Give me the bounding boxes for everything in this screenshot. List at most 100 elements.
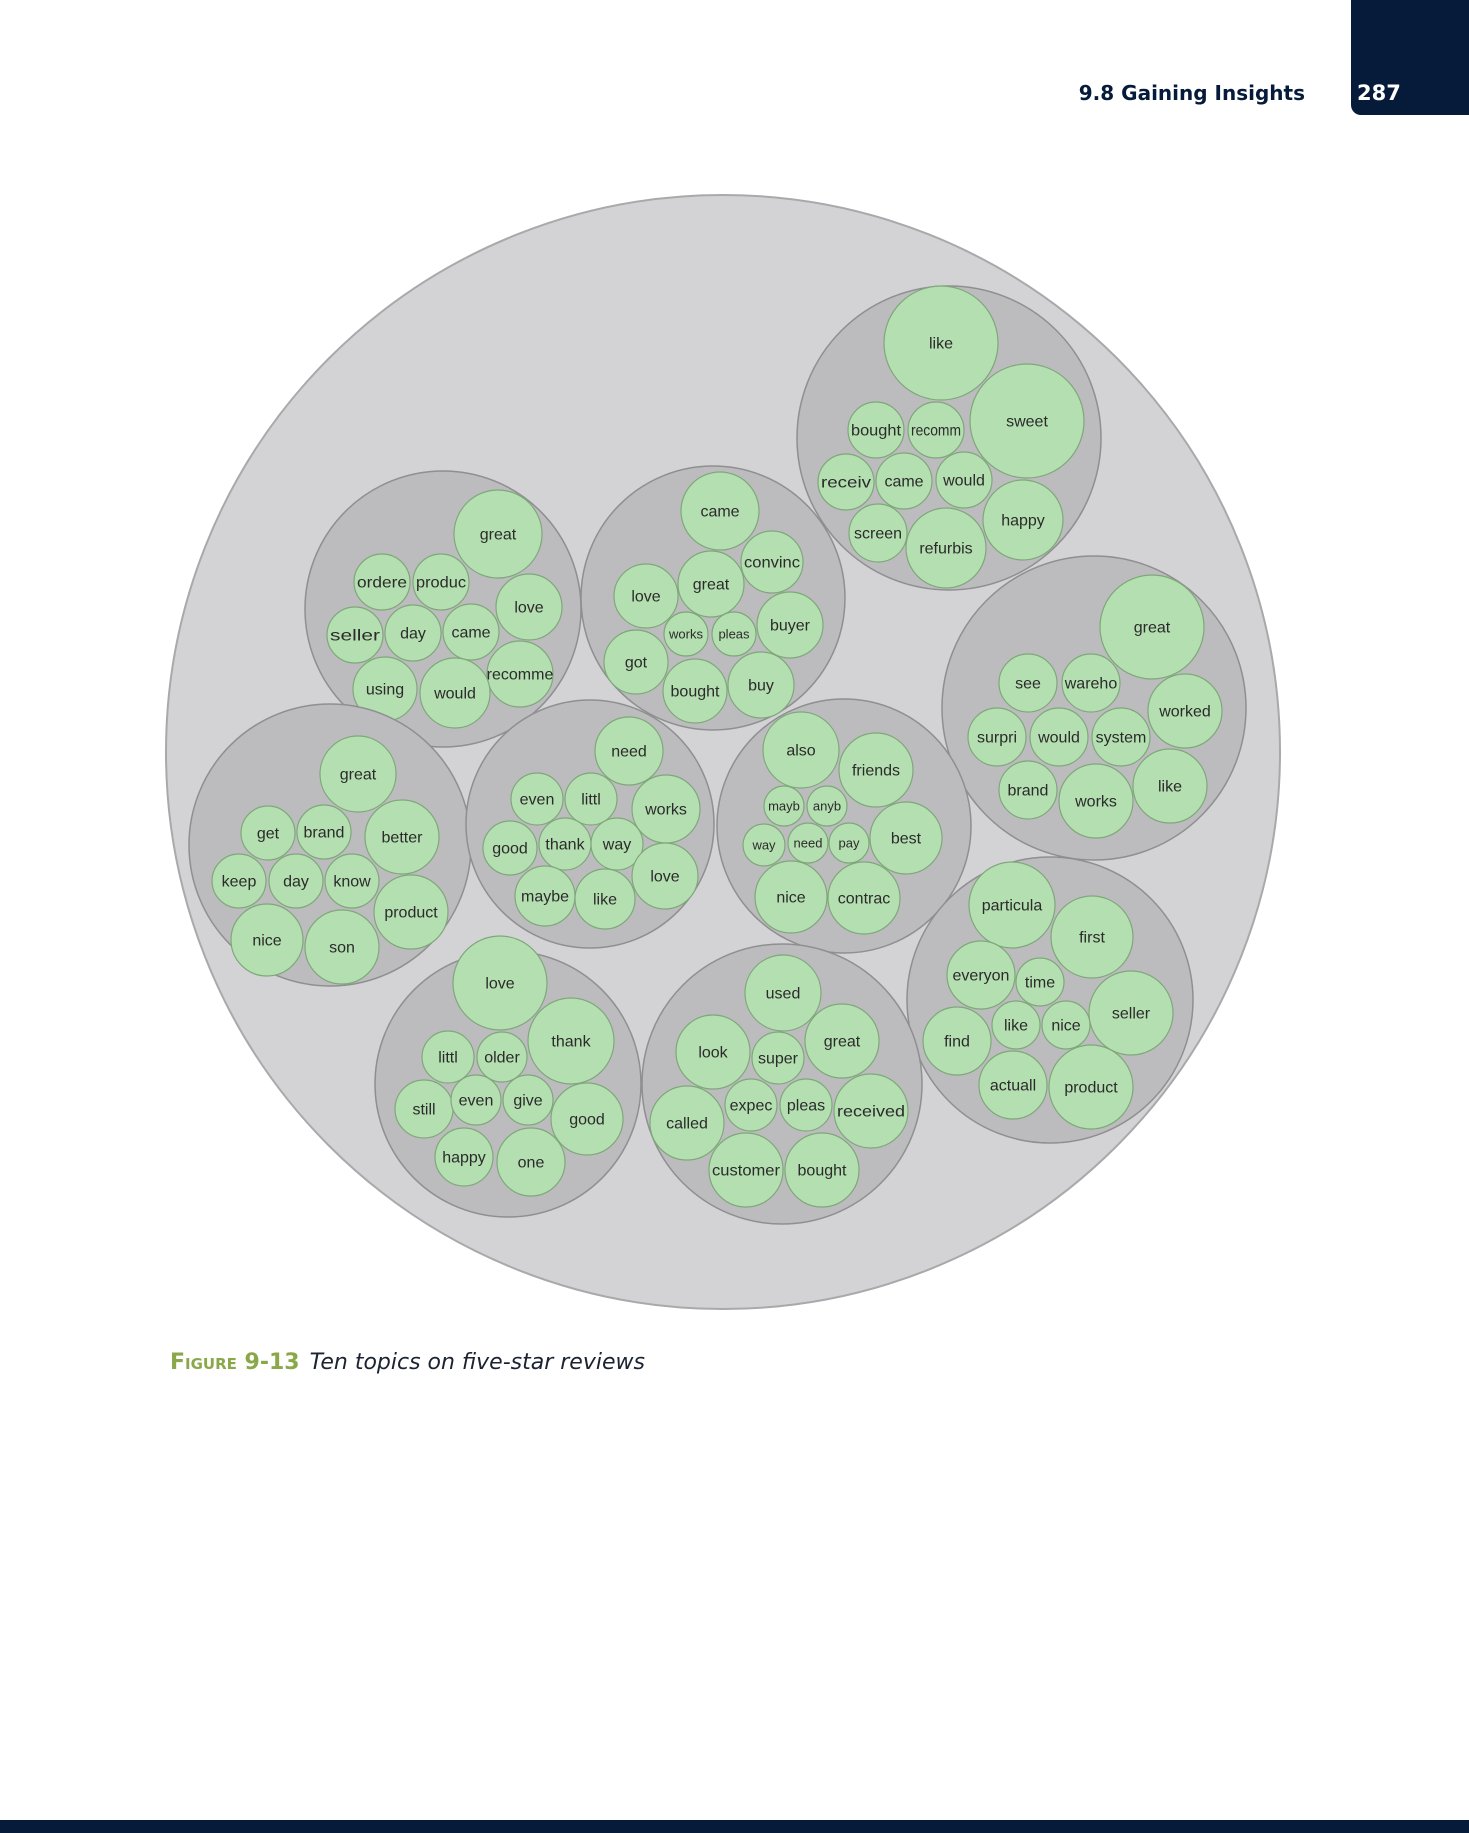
word-label: find <box>944 1034 970 1051</box>
word-bubble <box>1015 957 1065 1007</box>
word-label: sweet <box>1006 414 1048 431</box>
word-bubble <box>828 822 870 864</box>
word-label: like <box>1158 779 1182 796</box>
word-bubble <box>564 772 618 826</box>
word-label: actuall <box>990 1078 1036 1095</box>
word-label: works <box>644 802 687 819</box>
word-bubble <box>482 820 538 876</box>
word-bubble <box>763 785 805 827</box>
word-bubble <box>742 823 786 867</box>
word-label: love <box>650 869 679 886</box>
word-label: recomme <box>487 667 554 684</box>
word-label: works <box>668 627 703 642</box>
word-bubble <box>998 760 1058 820</box>
word-bubble <box>662 658 728 724</box>
word-bubble <box>998 653 1058 713</box>
word-bubble <box>453 489 543 579</box>
word-label: need <box>794 836 823 851</box>
word-label: littl <box>581 792 601 809</box>
word-label: thank <box>551 1034 591 1051</box>
word-bubble <box>711 611 757 657</box>
word-bubble <box>1132 748 1208 824</box>
word-bubble <box>419 657 491 729</box>
word-bubble <box>476 1031 528 1083</box>
word-label: love <box>631 589 660 606</box>
word-label: day <box>400 626 426 643</box>
word-label: ordere <box>357 575 407 592</box>
word-bubble <box>434 1127 494 1187</box>
word-label: super <box>758 1051 799 1068</box>
word-bubble <box>935 451 993 509</box>
topic-group-3: came convinc great love works pleas buyer got bo… <box>580 465 846 731</box>
word-bubble <box>847 401 905 459</box>
word-bubble <box>230 903 304 977</box>
word-label: would <box>1037 730 1080 747</box>
word-bubble <box>1061 653 1121 713</box>
word-label: wareho <box>1064 676 1118 693</box>
word-label: bought <box>798 1163 847 1180</box>
word-label: even <box>459 1093 494 1110</box>
word-bubble <box>649 1085 725 1161</box>
word-label: love <box>514 600 543 617</box>
word-label: worked <box>1158 704 1211 721</box>
word-bubble <box>495 573 563 641</box>
topic-group-7: also friends mayb anyb way need pay best nice con… <box>716 698 972 954</box>
word-label: recomm <box>911 423 961 440</box>
word-label: expec <box>730 1098 773 1115</box>
word-label: give <box>513 1093 542 1110</box>
word-label: used <box>766 986 801 1003</box>
word-label: littl <box>438 1050 458 1067</box>
word-bubble <box>296 804 352 860</box>
word-bubble <box>833 1073 909 1149</box>
word-bubble <box>364 799 440 875</box>
word-bubble <box>373 874 449 950</box>
word-label: even <box>520 792 555 809</box>
word-bubble <box>1048 1044 1134 1130</box>
word-label: pleas <box>718 627 750 642</box>
word-label: buy <box>748 678 774 695</box>
word-label: system <box>1096 730 1147 747</box>
topic-group-1: like sweet bought recomm receiv came would happ… <box>796 285 1102 591</box>
word-bubble <box>675 1014 751 1090</box>
word-label: need <box>611 744 647 761</box>
word-bubble <box>1099 574 1205 680</box>
word-label: great <box>1134 620 1171 637</box>
word-label: convinc <box>744 555 800 572</box>
word-bubble <box>787 822 829 864</box>
word-label: like <box>593 892 617 909</box>
word-bubble <box>1058 763 1134 839</box>
word-bubble <box>590 817 644 871</box>
word-bubble <box>1147 673 1223 749</box>
word-label: better <box>382 830 424 847</box>
word-label: pay <box>839 836 860 851</box>
word-bubble <box>1050 895 1134 979</box>
word-label: seller <box>1112 1006 1151 1023</box>
word-bubble <box>502 1074 554 1126</box>
word-label: maybe <box>521 889 569 906</box>
figure-caption-text: Ten topics on five-star reviews <box>309 1350 645 1375</box>
word-label: still <box>412 1102 435 1119</box>
figure-caption: Figure 9-13 Ten topics on five-star revie… <box>170 1349 645 1377</box>
topic-group-2: great ordere produc love seller day came recomm… <box>304 470 582 748</box>
word-label: good <box>569 1112 605 1129</box>
word-bubble <box>663 611 709 657</box>
word-label: happy <box>442 1150 486 1167</box>
word-bubble <box>751 1031 805 1085</box>
word-label: know <box>333 874 371 891</box>
word-label: brand <box>1008 783 1049 800</box>
word-label: product <box>384 905 438 922</box>
word-bubble <box>631 842 699 910</box>
page-number-tab <box>1351 0 1469 115</box>
word-label: also <box>786 743 815 760</box>
topic-group-6: need even littl works good thank way love maybe l… <box>465 699 715 949</box>
word-bubble <box>680 471 760 551</box>
word-label: look <box>698 1045 728 1062</box>
word-label: way <box>602 837 631 854</box>
word-bubble <box>324 853 380 909</box>
word-label: contrac <box>838 891 890 908</box>
word-label: produc <box>416 575 466 592</box>
word-label: works <box>1074 794 1117 811</box>
page-number: 287 <box>1357 81 1401 105</box>
word-label: son <box>329 940 355 957</box>
